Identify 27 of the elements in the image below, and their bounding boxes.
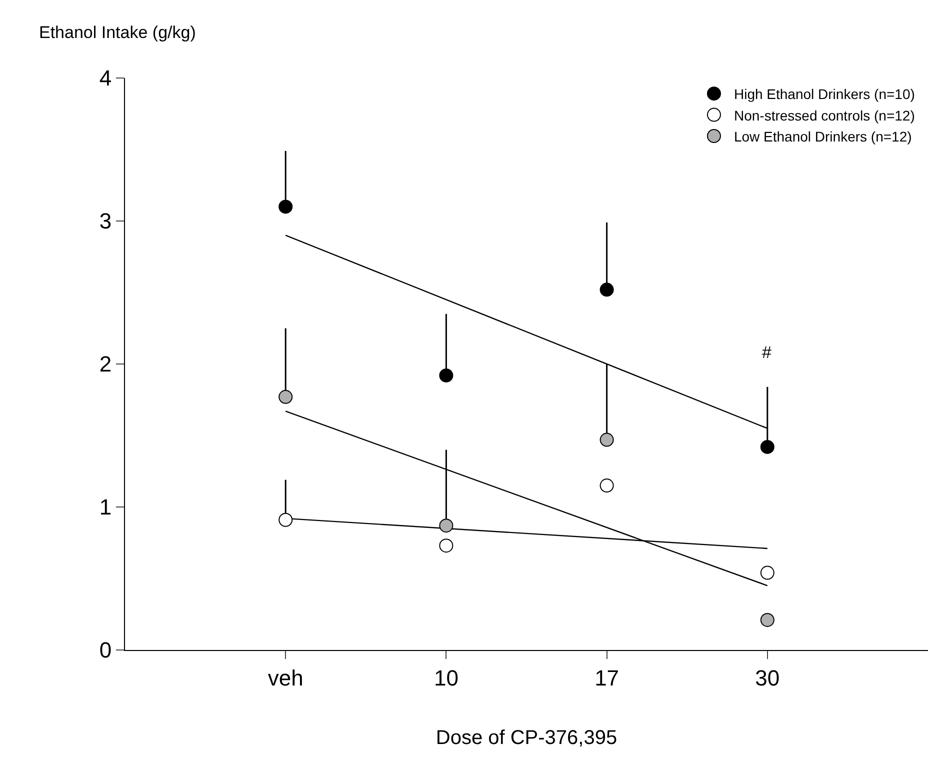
point	[439, 538, 454, 553]
x-tick-label: 10	[434, 665, 458, 690]
point	[278, 390, 293, 404]
point	[600, 478, 614, 493]
y-tick-label: 3	[99, 208, 112, 234]
y-tick-label: 1	[99, 494, 112, 520]
point	[760, 566, 774, 580]
point	[600, 432, 614, 447]
x-tick-label: 17	[594, 665, 620, 690]
legend-label: Non-stressed controls (n=12)	[734, 107, 915, 124]
y-tick-label: 0	[99, 638, 112, 663]
y-tick-label: 2	[99, 352, 112, 377]
point	[439, 368, 454, 382]
x-tick-label: 30	[755, 665, 780, 690]
point	[760, 440, 774, 454]
legend-label: High Ethanol Drinkers (n=10)	[734, 86, 915, 102]
y-axis-title: Ethanol Intake (g/kg)	[39, 23, 196, 42]
y-tick-label: 4	[99, 66, 112, 91]
point	[278, 512, 293, 527]
x-axis-title: Dose of CP-376,395	[436, 726, 618, 749]
point	[439, 518, 454, 533]
point	[600, 282, 614, 297]
x-tick-label: veh	[268, 665, 304, 690]
annotation: #	[762, 343, 772, 362]
point	[760, 612, 774, 627]
legend-label: Low Ethanol Drinkers (n=12)	[734, 128, 912, 144]
point	[278, 200, 293, 214]
